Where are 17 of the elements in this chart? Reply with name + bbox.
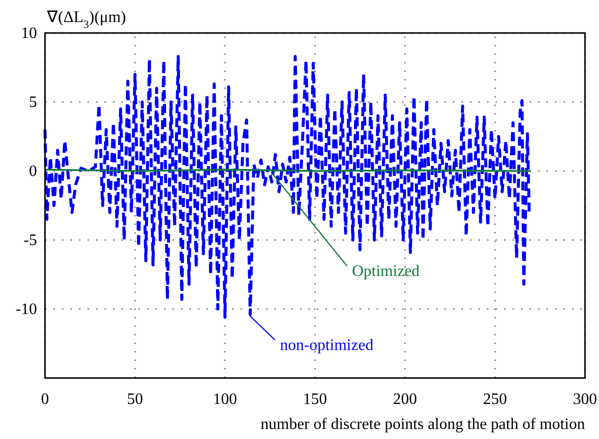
line-series	[44, 54, 531, 319]
text: Optimized	[352, 263, 420, 280]
y-axis-title: ∇(ΔL$_{3}$)(μm)	[46, 9, 126, 31]
x-tick-label: 100	[213, 391, 237, 408]
x-tick-label: 250	[483, 391, 507, 408]
y-tick-label: 0	[29, 163, 37, 180]
x-axis-title: number of discrete points along the path of motion	[260, 416, 585, 433]
text: non-optimized	[280, 337, 374, 354]
y-tick-label: 5	[29, 94, 37, 111]
y-tick-label: 10	[21, 25, 37, 42]
x-tick-label: 0	[41, 391, 49, 408]
y-tick-label: -5	[24, 232, 37, 249]
x-tick-label: 150	[303, 391, 327, 408]
x-tick-label: 200	[393, 391, 417, 408]
x-tick-label: 300	[573, 391, 597, 408]
y-tick-label: -10	[16, 301, 37, 318]
x-tick-label: 50	[127, 391, 143, 408]
